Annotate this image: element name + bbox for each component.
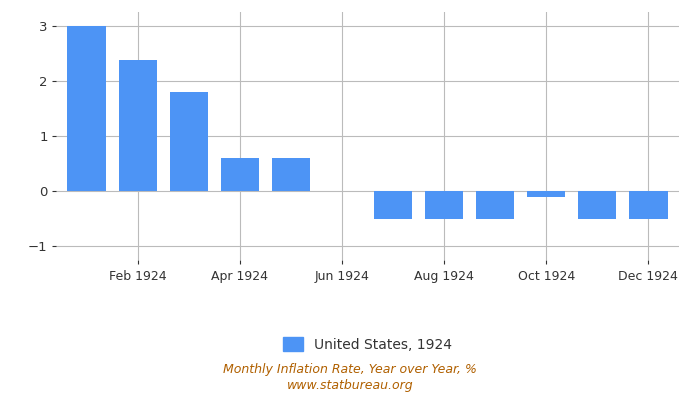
Text: www.statbureau.org: www.statbureau.org: [287, 380, 413, 392]
Bar: [272, 158, 310, 191]
Text: Monthly Inflation Rate, Year over Year, %: Monthly Inflation Rate, Year over Year, …: [223, 364, 477, 376]
Bar: [527, 191, 566, 197]
Bar: [425, 191, 463, 219]
Bar: [220, 158, 259, 191]
Bar: [67, 26, 106, 191]
Legend: United States, 1924: United States, 1924: [277, 331, 458, 357]
Bar: [629, 191, 668, 219]
Bar: [374, 191, 412, 219]
Bar: [169, 92, 208, 191]
Bar: [578, 191, 617, 219]
Bar: [476, 191, 514, 219]
Bar: [118, 60, 157, 191]
